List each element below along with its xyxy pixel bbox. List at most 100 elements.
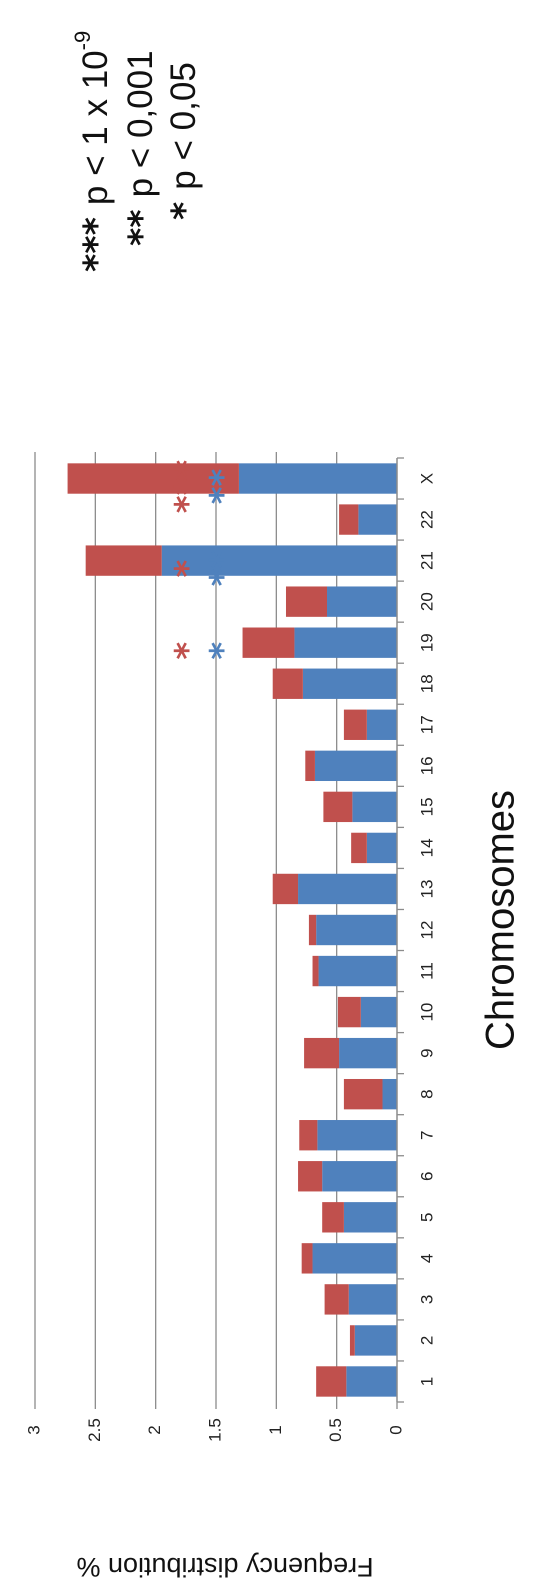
bar-segment [360,996,397,1028]
value-tick-label: 0 [386,1425,405,1434]
bar-segment [294,627,397,658]
bar-segment [343,709,367,740]
bar-segment [299,1120,318,1151]
category-tick-label: 15 [417,797,436,816]
value-tick-labels: 0 0.5 1 1.5 2 2.5 3 [24,1418,405,1442]
blue-significance-stars: ** [203,551,243,587]
bar-segment [317,1120,397,1151]
bar-segment [318,955,397,987]
bar-segment [302,668,397,699]
category-tick-label: 1 [417,1377,436,1386]
category-tick-label: 9 [417,1048,436,1057]
bar-segment [346,1366,397,1397]
bar-segment [242,627,295,658]
category-tick-label: 8 [417,1089,436,1098]
bar-segment [314,750,397,782]
category-tick-label: 20 [417,592,436,611]
value-tick-label: 0.5 [326,1418,345,1442]
bar-segment [316,1366,347,1397]
bar-segment [272,668,303,699]
bar-segment [316,914,397,946]
legend-stars: ** [122,209,162,246]
bar-segment [348,1284,397,1315]
bar-segment [312,1243,397,1274]
bar-segment [238,463,397,494]
bar-segment [298,1161,323,1192]
category-tick-label: 14 [417,838,436,857]
bar-segment [354,1325,397,1356]
bar-segment [304,1037,340,1069]
bar-segment [349,1325,355,1356]
category-tick-label: 5 [417,1213,436,1222]
category-tick-label: 16 [417,756,436,775]
bar-segment [351,832,367,864]
axes [34,457,404,1409]
bar-segment [298,873,397,905]
bar-segment [322,1161,397,1192]
legend-entry: *** p < 1 x 10-9 [70,31,117,272]
category-tick-label: 2 [417,1336,436,1345]
blue-significance-stars: ** [203,469,243,505]
bar-segment [343,1078,383,1110]
significance-annotations: ********** [168,460,243,660]
bar-segment [327,586,397,617]
bar-segment [323,791,353,823]
bar-segment [382,1078,397,1110]
legend-text: p < 1 x 10 [76,50,115,205]
value-tick-label: 2.5 [85,1418,104,1442]
category-tick-label: 21 [417,551,436,570]
legend-entry: * p < 0,05 [164,62,205,220]
category-tick-label: 10 [417,1003,436,1022]
legend-superscript: -9 [70,31,95,51]
red-significance-stars: * [168,642,208,660]
category-tick-label: 17 [417,715,436,734]
bar-segment [301,1243,313,1274]
legend-text: p < 0,05 [164,62,203,189]
legend-text: p < 0,001 [121,50,160,197]
bar-segment [366,709,397,740]
legend-entry: ** p < 0,001 [121,50,162,246]
value-tick-label: 3 [24,1425,43,1434]
bar-segment [161,545,397,576]
bar-segment [85,545,162,576]
category-tick-label: 7 [417,1130,436,1139]
bars [67,463,397,1397]
bar-segment [343,1202,397,1233]
bar-segment [337,996,361,1028]
bar-segment [67,463,239,494]
significance-legend: *** p < 1 x 10-9 ** p < 0,001 * p < 0,05 [70,31,205,272]
category-tick-label: 4 [417,1254,436,1263]
bar-segment [339,1037,397,1069]
blue-significance-stars: * [203,642,243,660]
bar-segment [358,504,397,535]
value-tick-label: 1.5 [205,1418,224,1442]
bar-segment [308,914,317,946]
bar-segment [305,750,315,782]
category-tick-label: 6 [417,1172,436,1181]
bar-segment [352,791,397,823]
legend-stars: *** [77,217,117,272]
x-axis-title: Chromosomes [479,790,523,1050]
category-tick-label: X [417,473,436,484]
category-tick-label: 22 [417,510,436,529]
bar-segment [322,1202,344,1233]
category-tick-label: 13 [417,879,436,898]
legend-stars: * [165,202,205,220]
bar-segment [324,1284,349,1315]
category-tick-label: 12 [417,921,436,940]
red-significance-stars: * [168,559,208,577]
bar-segment [272,873,299,905]
category-tick-label: 19 [417,633,436,652]
y-axis-title: Frequency distribution % [76,1552,373,1582]
bar-segment [339,504,359,535]
category-tick-label: 3 [417,1295,436,1304]
category-tick-label: 18 [417,674,436,693]
bar-segment [312,955,319,987]
bar-segment [366,832,397,864]
red-significance-stars: *** [168,460,208,514]
category-tick-label: 11 [417,962,436,980]
value-tick-label: 1 [266,1425,285,1434]
bar-segment [285,586,328,617]
